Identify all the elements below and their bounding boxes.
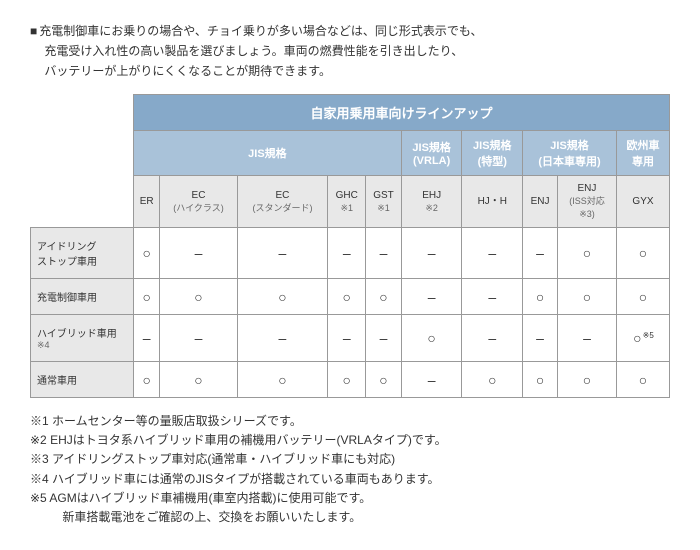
row-header: 充電制御車用 [31,279,134,315]
column-header: GST※1 [366,176,402,228]
column-header: EC(ハイクラス) [160,176,237,228]
table-cell: – [237,228,328,279]
column-header: GYX [616,176,669,228]
footnote-tail: 新車搭載電池をご確認の上、交換をお願いいたします。 [30,508,670,527]
column-header: GHC※1 [328,176,366,228]
table-cell: ○ [616,279,669,315]
table-cell: – [462,228,523,279]
footnote: ※2 EHJはトヨタ系ハイブリッド車用の補機用バッテリー(VRLAタイプ)です。 [30,431,670,450]
table-cell: ○ [616,228,669,279]
table-cell: – [160,315,237,362]
footnote: ※1 ホームセンター等の量販店取扱シリーズです。 [30,412,670,431]
table-cell: ○ [557,228,616,279]
table-cell: – [134,315,160,362]
column-group: JIS規格 [134,131,402,176]
table-cell: – [401,362,462,398]
column-header: ENJ(ISS対応※3) [557,176,616,228]
table-cell: ○ [462,362,523,398]
table-cell: ○ [616,362,669,398]
column-group: JIS規格(日本車専用) [523,131,617,176]
table-cell: ○ [523,279,558,315]
table-cell: ○ [328,362,366,398]
row-header: ハイブリッド車用※4 [31,315,134,362]
table-corner [31,95,134,228]
table-cell: – [401,228,462,279]
lineup-table: 自家用乗用車向けラインアップ JIS規格JIS規格(VRLA)JIS規格(特型)… [30,94,670,398]
table-cell: ○ [366,279,402,315]
column-header: ER [134,176,160,228]
table-cell: – [160,228,237,279]
column-header: ENJ [523,176,558,228]
footnote: ※5 AGMはハイブリッド車補機用(車室内搭載)に使用可能です。 [30,489,670,508]
column-group: 欧州車専用 [616,131,669,176]
table-cell: ○ [134,362,160,398]
table-cell: ○ [237,362,328,398]
column-group: JIS規格(VRLA) [401,131,462,176]
table-cell: – [462,315,523,362]
intro-line: 充電制御車にお乗りの場合や、チョイ乗りが多い場合などは、同じ形式表示でも、 [30,22,670,40]
table-cell: – [237,315,328,362]
intro-text: 充電制御車にお乗りの場合や、チョイ乗りが多い場合などは、同じ形式表示でも、 充電… [30,22,670,80]
table-cell: – [366,315,402,362]
table-cell: – [366,228,402,279]
column-header: EHJ※2 [401,176,462,228]
table-title: 自家用乗用車向けラインアップ [134,95,670,131]
table-cell: – [328,315,366,362]
footnote: ※4 ハイブリッド車には通常のJISタイプが搭載されている車両もあります。 [30,470,670,489]
table-cell: ○ [134,228,160,279]
table-cell: – [462,279,523,315]
table-cell: ○ [328,279,366,315]
table-cell: – [557,315,616,362]
intro-line: バッテリーが上がりにくくなることが期待できます。 [30,62,670,80]
intro-line: 充電受け入れ性の高い製品を選びましょう。車両の燃費性能を引き出したり、 [30,42,670,60]
table-cell: – [523,315,558,362]
table-cell: ○ [401,315,462,362]
table-cell: ○ [523,362,558,398]
row-header: アイドリングストップ車用 [31,228,134,279]
table-cell: ○ [160,362,237,398]
column-header: HJ・H [462,176,523,228]
table-cell: ○ [160,279,237,315]
column-group: JIS規格(特型) [462,131,523,176]
column-header: EC(スタンダード) [237,176,328,228]
table-cell: – [328,228,366,279]
row-header: 通常車用 [31,362,134,398]
table-cell: – [401,279,462,315]
table-cell: ○ [557,279,616,315]
table-cell: ○ [557,362,616,398]
table-cell: – [523,228,558,279]
table-cell: ○ [134,279,160,315]
footnotes: ※1 ホームセンター等の量販店取扱シリーズです。 ※2 EHJはトヨタ系ハイブリ… [30,412,670,527]
table-cell: ○ [237,279,328,315]
table-cell: ○ [366,362,402,398]
table-cell: ○※5 [616,315,669,362]
footnote: ※3 アイドリングストップ車対応(通常車・ハイブリッド車にも対応) [30,450,670,469]
